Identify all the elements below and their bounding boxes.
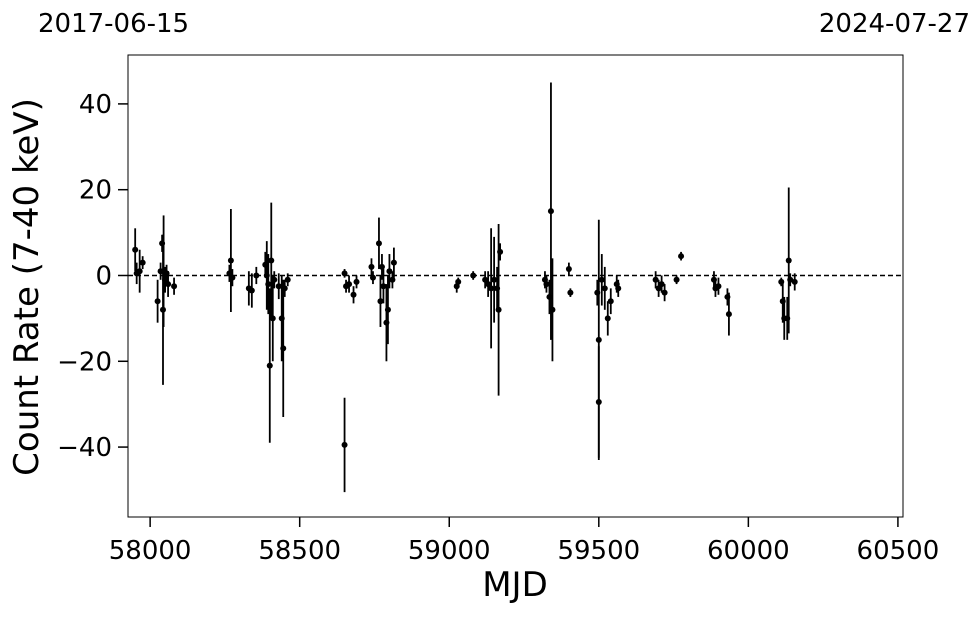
y-axis-label: Count Rate (7-40 keV) — [7, 98, 47, 476]
data-point — [485, 281, 492, 288]
data-point — [787, 276, 794, 283]
data-point — [154, 298, 161, 305]
x-axis-label: MJD — [482, 565, 548, 605]
data-point — [595, 399, 602, 406]
data-point — [350, 291, 357, 298]
y-tick-label: −20 — [57, 347, 112, 377]
data-point — [390, 259, 397, 266]
data-point — [565, 266, 572, 273]
data-point — [136, 268, 143, 275]
data-point — [607, 298, 614, 305]
x-tick-label: 59000 — [408, 536, 491, 566]
data-point — [139, 259, 146, 266]
plot-frame — [127, 54, 904, 518]
data-point — [346, 281, 353, 288]
data-point — [353, 278, 360, 285]
data-point — [378, 263, 385, 270]
data-point — [268, 257, 275, 264]
x-tick-label: 60000 — [707, 536, 790, 566]
data-point — [725, 311, 732, 318]
data-point — [595, 336, 602, 343]
data-point — [482, 276, 489, 283]
data-point — [470, 272, 477, 279]
data-point — [495, 306, 502, 313]
y-tick-label: 20 — [79, 176, 112, 206]
data-point — [549, 306, 556, 313]
data-point — [715, 283, 722, 290]
data-point — [229, 274, 236, 281]
data-point — [269, 315, 276, 322]
y-tick-label: −40 — [57, 433, 112, 463]
data-point — [661, 289, 668, 296]
data-point — [280, 345, 287, 352]
data-point — [284, 276, 291, 283]
data-point — [271, 276, 278, 283]
data-point — [601, 285, 608, 292]
data-point — [791, 278, 798, 285]
data-point — [658, 281, 665, 288]
data-point — [598, 276, 605, 283]
data-point — [384, 306, 391, 313]
data-point — [248, 287, 255, 294]
data-point — [491, 276, 498, 283]
data-point — [266, 362, 273, 369]
data-point — [380, 283, 387, 290]
end-date: 2024-07-27 — [819, 9, 970, 39]
data-point — [652, 276, 659, 283]
data-point — [389, 276, 396, 283]
data-point — [785, 257, 792, 264]
data-point — [673, 276, 680, 283]
data-point — [567, 289, 574, 296]
data-point — [132, 246, 139, 253]
data-point — [678, 253, 685, 260]
data-point — [547, 208, 554, 215]
data-point — [253, 272, 260, 279]
data-point — [455, 278, 462, 285]
x-tick-label: 60500 — [857, 536, 940, 566]
y-tick-label: 40 — [79, 90, 112, 120]
data-point — [377, 298, 384, 305]
data-point — [386, 268, 393, 275]
data-point — [275, 283, 282, 290]
data-point — [655, 285, 662, 292]
data-point — [341, 270, 348, 277]
data-point — [368, 263, 375, 270]
data-point — [604, 315, 611, 322]
data-point — [341, 441, 348, 448]
x-tick-label: 58500 — [258, 536, 341, 566]
data-point — [488, 285, 495, 292]
data-point — [227, 257, 234, 264]
data-point — [265, 281, 272, 288]
start-date: 2017-06-15 — [38, 9, 189, 39]
data-point — [171, 283, 178, 290]
data-point — [615, 285, 622, 292]
data-point — [369, 274, 376, 281]
y-tick-label: 0 — [95, 261, 112, 291]
data-point — [497, 248, 504, 255]
data-point — [165, 281, 172, 288]
x-tick-label: 58000 — [109, 536, 192, 566]
data-point — [375, 240, 382, 247]
data-point — [281, 285, 288, 292]
x-tick-label: 59500 — [557, 536, 640, 566]
data-point — [543, 281, 550, 288]
